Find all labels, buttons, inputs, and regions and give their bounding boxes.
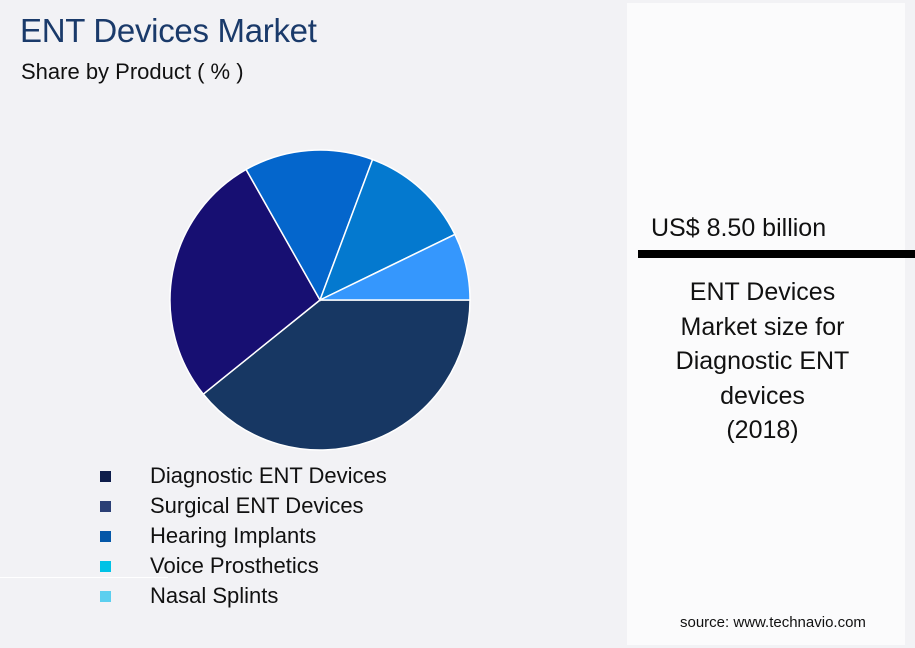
pie-slice	[202, 299, 471, 451]
description-line: (2018)	[726, 416, 799, 444]
legend-label: Surgical ENT Devices	[150, 493, 364, 518]
legend-item: Voice Prosthetics	[100, 551, 387, 581]
legend-label: Voice Prosthetics	[150, 553, 319, 578]
market-description: ENT Devices Market size for Diagnostic E…	[640, 275, 885, 448]
legend-swatch-icon	[100, 560, 111, 572]
legend-label: Diagnostic ENT Devices	[150, 463, 387, 488]
divider-bar	[638, 250, 915, 258]
legend-item: Surgical ENT Devices	[100, 491, 387, 521]
info-panel	[627, 3, 905, 645]
legend-item: Nasal Splints	[100, 581, 387, 611]
legend-label: Nasal Splints	[150, 583, 279, 608]
description-line: ENT Devices	[689, 278, 836, 306]
source-credit: source: www.technavio.com	[680, 614, 866, 631]
pie-slice	[318, 158, 456, 302]
pie-slice	[169, 168, 321, 396]
legend-swatch-icon	[100, 530, 111, 542]
pie-slice	[319, 233, 471, 301]
legend-swatch-icon	[100, 500, 111, 512]
divider	[0, 577, 168, 578]
legend-swatch-icon	[100, 470, 111, 482]
pie-slices	[169, 149, 471, 451]
market-value: US$ 8.50 billion	[651, 214, 827, 242]
description-line: Market size for	[680, 312, 845, 341]
description-line: devices	[720, 381, 805, 410]
description-line: Diagnostic ENT	[675, 347, 850, 375]
chart-subtitle: Share by Product ( % )	[21, 59, 244, 84]
legend-label: Hearing Implants	[150, 523, 317, 548]
pie-slice	[245, 149, 374, 302]
legend-swatch-icon	[100, 590, 111, 602]
pie-chart	[169, 149, 471, 451]
legend-item: Hearing Implants	[100, 521, 387, 551]
chart-title: ENT Devices Market	[20, 12, 317, 49]
legend-item: Diagnostic ENT Devices	[100, 461, 387, 491]
legend: Diagnostic ENT Devices Surgical ENT Devi…	[100, 461, 387, 611]
